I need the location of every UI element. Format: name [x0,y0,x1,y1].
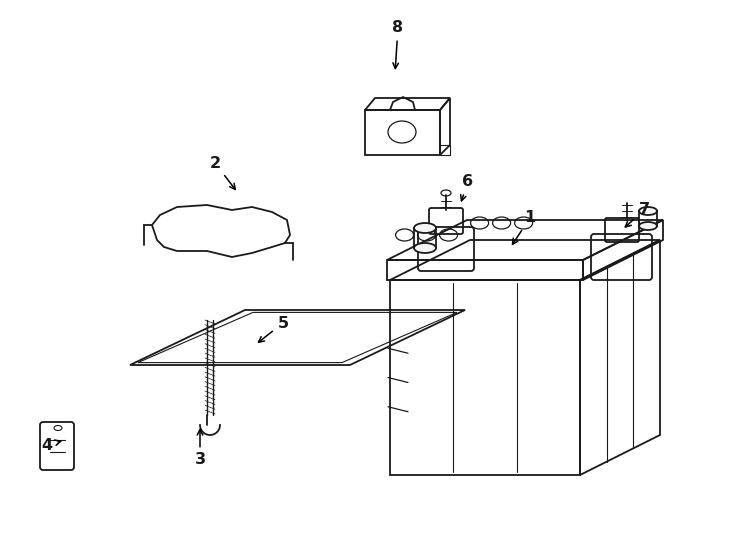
Ellipse shape [414,243,436,253]
Text: 2: 2 [209,156,236,190]
Ellipse shape [639,207,657,215]
Text: 3: 3 [195,429,206,468]
Text: 8: 8 [393,21,404,69]
Text: 5: 5 [258,315,288,342]
Text: 1: 1 [512,211,536,244]
Ellipse shape [414,223,436,233]
Ellipse shape [441,190,451,196]
Text: 4: 4 [41,437,61,453]
Ellipse shape [639,222,657,230]
Text: 6: 6 [461,174,473,201]
Text: 7: 7 [625,202,650,227]
